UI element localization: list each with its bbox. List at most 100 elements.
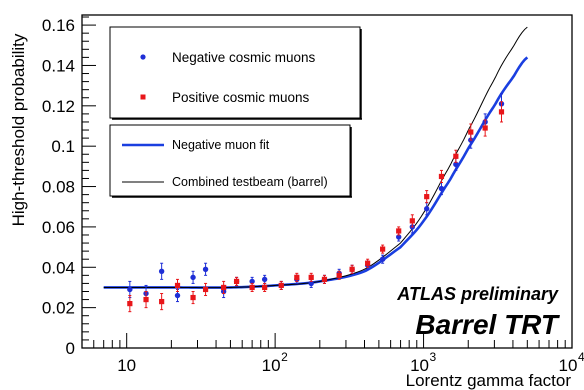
positive-muon-point — [221, 280, 227, 295]
positive-muon-point — [321, 274, 328, 284]
positive-muon-point — [380, 244, 386, 254]
square-marker — [365, 260, 371, 266]
x-tick-label: 10 3 — [410, 350, 436, 375]
square-marker — [233, 278, 240, 284]
square-marker — [294, 274, 300, 280]
x-tick-base: 10 — [262, 356, 281, 375]
positive-muon-point — [396, 226, 402, 236]
y-tick-label: 0.06 — [42, 218, 75, 237]
circle-marker — [202, 266, 209, 272]
square-marker — [349, 266, 355, 272]
circle-marker — [438, 185, 445, 192]
square-marker — [409, 218, 415, 224]
barrel-trt-label: Barrel TRT — [415, 309, 561, 340]
positive-muon-point — [453, 149, 459, 163]
square-marker — [453, 153, 459, 159]
legend-negative-marker — [140, 54, 146, 60]
circle-marker — [308, 280, 314, 287]
negative-muon-point — [261, 274, 268, 284]
negative-muon-point — [158, 262, 165, 280]
square-marker — [482, 125, 488, 131]
y-tick-label: 0.08 — [42, 178, 75, 197]
positive-muon-point — [365, 258, 371, 268]
square-marker — [143, 296, 149, 303]
atlas-preliminary-label: ATLAS preliminary — [396, 284, 559, 304]
plot-frame — [81, 14, 573, 349]
positive-muon-point — [174, 278, 181, 292]
x-tick-base: 10 — [410, 356, 429, 375]
square-marker — [498, 109, 505, 115]
positive-muon-point — [294, 272, 300, 282]
legend-negative-label: Negative cosmic muons — [172, 50, 316, 65]
positive-muon-point — [262, 282, 268, 292]
legend-fit-label: Negative muon fit — [172, 138, 270, 152]
circle-marker — [249, 278, 255, 285]
positive-muon-point — [143, 290, 149, 309]
positive-muon-point — [438, 169, 445, 184]
x-tick-exponent: 2 — [281, 350, 288, 364]
negative-muon-point — [424, 202, 430, 216]
positive-muon-point — [424, 190, 430, 204]
circle-marker — [190, 274, 196, 281]
square-marker — [438, 173, 445, 180]
positive-muon-point — [468, 123, 474, 141]
square-marker — [221, 284, 227, 291]
legend-markers-box — [109, 26, 361, 119]
y-tick-label: 0.02 — [42, 299, 75, 318]
circle-marker — [261, 276, 268, 283]
legend-markers: Negative cosmic muons Positive cosmic mu… — [109, 26, 362, 120]
positive-muon-point — [202, 282, 209, 297]
legend-positive-marker — [140, 94, 146, 100]
circle-marker — [379, 256, 386, 262]
circle-marker — [453, 161, 459, 168]
negative-muon-point — [202, 262, 209, 276]
y-tick-label: 0.12 — [42, 97, 75, 116]
x-tick-label: 10 — [117, 356, 136, 375]
legend-lines-box — [109, 124, 351, 197]
positive-muon-point — [127, 295, 133, 313]
y-tick-label: 0.04 — [42, 258, 75, 277]
positive-muon-point — [278, 280, 284, 290]
square-marker — [159, 298, 165, 305]
y-tick-label: 0.14 — [42, 56, 75, 75]
square-marker — [262, 284, 268, 291]
positive-muon-point — [249, 282, 255, 292]
positive-muon-point — [233, 276, 240, 286]
legend-lines: Negative muon fit Combined testbeam (bar… — [109, 124, 352, 198]
square-marker — [308, 274, 314, 280]
fit-curves — [103, 26, 529, 289]
negative-muon-point — [190, 270, 196, 284]
square-marker — [190, 294, 196, 301]
positive-muon-point — [159, 293, 165, 311]
square-marker — [424, 194, 430, 200]
x-tick-label: 10 2 — [262, 350, 288, 375]
square-marker — [249, 284, 255, 291]
circle-marker — [127, 286, 133, 293]
negative-muon-point — [379, 254, 386, 264]
y-tick-label: 0.16 — [42, 16, 75, 35]
legend-positive-label: Positive cosmic muons — [172, 90, 310, 105]
square-marker — [127, 301, 133, 307]
circle-marker — [424, 206, 430, 212]
data-points — [127, 93, 505, 313]
x-tick-base: 10 — [559, 356, 578, 375]
y-axis: 0 0.02 0.04 0.06 0.08 0.1 0.12 0.14 0.16 — [42, 16, 96, 358]
square-marker — [174, 282, 181, 289]
x-axis: 10 10 2 10 3 10 4 — [81, 333, 584, 375]
circle-marker — [395, 234, 402, 240]
x-axis-title: Lorentz gamma factor — [406, 371, 572, 390]
positive-muon-point — [336, 270, 342, 280]
square-marker — [396, 228, 402, 234]
square-marker — [278, 282, 284, 289]
y-tick-label: 0.1 — [51, 137, 75, 156]
y-axis-title: High-threshold probability — [9, 33, 28, 226]
square-marker — [336, 272, 342, 278]
positive-muon-point — [482, 119, 488, 137]
square-marker — [202, 286, 209, 293]
circle-marker — [158, 268, 165, 275]
combined-testbeam-curve — [103, 26, 528, 289]
square-marker — [321, 276, 328, 282]
x-tick-exponent: 3 — [430, 350, 437, 364]
square-marker — [468, 129, 474, 135]
